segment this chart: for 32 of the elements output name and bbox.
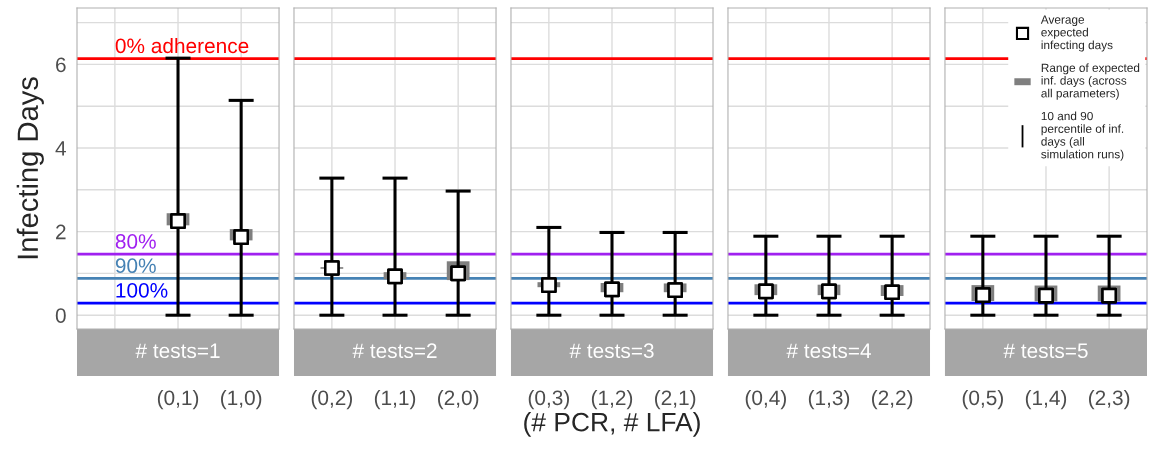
text: # tests=4 <box>786 343 871 359</box>
annotation: 0% adherence <box>115 37 249 54</box>
y-axis-title: Infecting Days <box>16 77 44 259</box>
x-tick-label: (0,4) <box>745 389 786 410</box>
y-tick-label: 2 <box>56 224 66 240</box>
x-tick-label: (1,2) <box>591 389 633 410</box>
text: # tests=2 <box>352 343 437 359</box>
x-tick-label: (1,3) <box>808 389 850 410</box>
x-axis-title: (# PCR, # LFA) <box>524 412 700 437</box>
legend-label: Range of expected inf. days (across all parameters) <box>1041 63 1140 100</box>
x-tick-label: (0,5) <box>962 389 1003 410</box>
y-tick-label: 0 <box>55 308 66 323</box>
text: # tests=3 <box>569 343 654 359</box>
x-tick-label: (0,3) <box>528 389 569 410</box>
x-tick-label: (1,1) <box>374 389 416 410</box>
annotation: 90% <box>115 258 156 274</box>
x-tick-label: (2,3) <box>1088 389 1130 410</box>
x-tick-label: (0,2) <box>311 389 352 410</box>
y-tick-label: 6 <box>56 57 66 73</box>
x-tick-label: (2,2) <box>872 389 913 410</box>
text: # tests=5 <box>1003 343 1088 359</box>
y-tick-label: 4 <box>55 141 66 156</box>
x-tick-label: (0,1) <box>157 389 199 410</box>
annotation: 100% <box>116 282 168 298</box>
x-tick-label: (1,0) <box>221 389 262 410</box>
legend-label: 10 and 90 percentile of inf. days (all simulation runs) <box>1041 111 1124 161</box>
text: # tests=1 <box>135 343 220 359</box>
x-tick-label: (2,0) <box>438 389 479 410</box>
x-tick-label: (1,4) <box>1025 389 1067 410</box>
legend-label: Average expected infecting days <box>1040 15 1113 52</box>
annotation: 80% <box>115 234 156 249</box>
x-tick-label: (2,1) <box>655 389 696 410</box>
